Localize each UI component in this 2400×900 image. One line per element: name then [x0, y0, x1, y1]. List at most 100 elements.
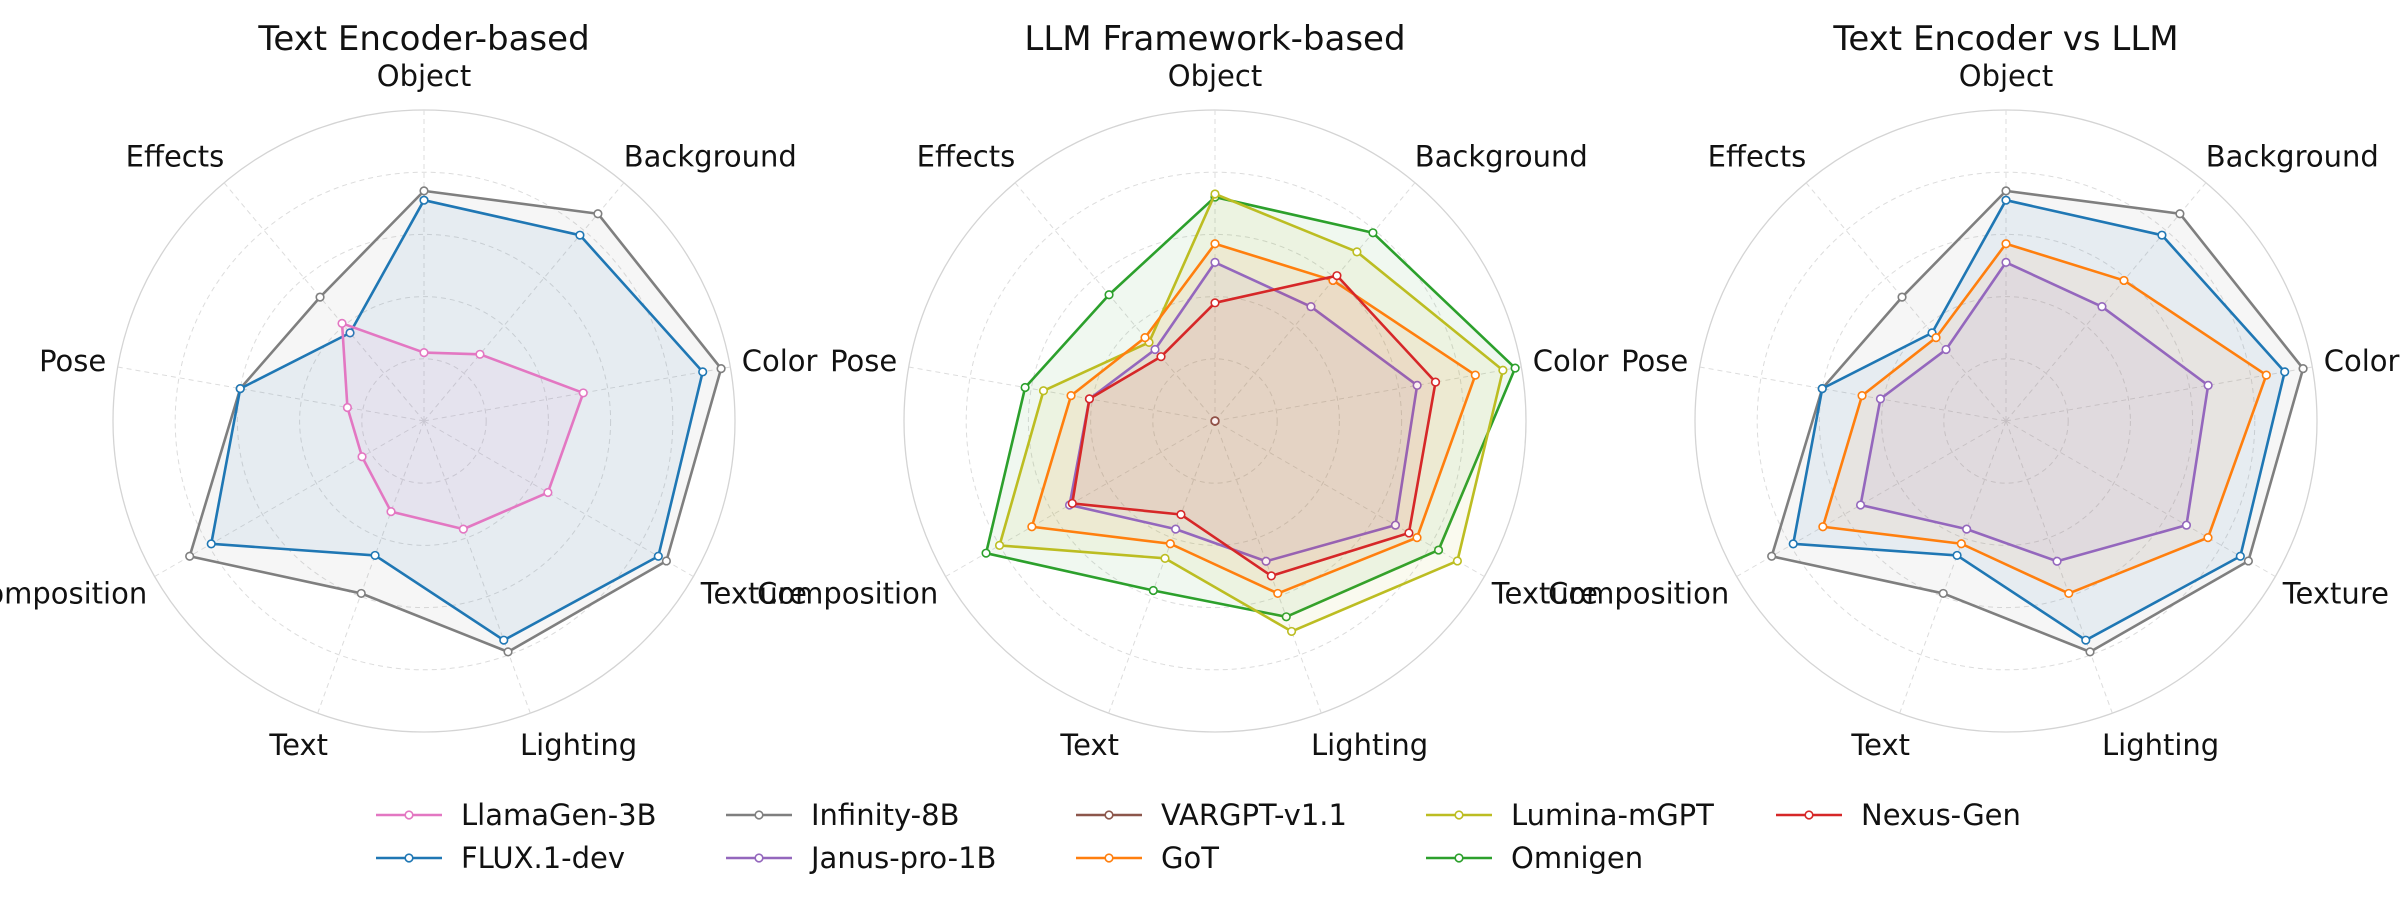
point-flux-1-dev-object — [2001, 195, 2011, 205]
point-infinity-8b-effects — [315, 292, 325, 302]
point-janus-pro-1b-background — [2097, 302, 2107, 312]
legend-entry-infinity-8b: Infinity-8B — [726, 798, 959, 832]
point-got-lighting — [1273, 588, 1283, 599]
point-infinity-8b-text — [356, 588, 366, 599]
axis-label-effects: Effects — [1708, 140, 1807, 174]
chart-legend: LlamaGen-3B FLUX.1-dev Infinity-8B Janus-pr… — [376, 798, 2021, 875]
radar-spoke — [1699, 366, 2007, 422]
legend-marker-lumina-mgpt — [1454, 810, 1464, 820]
axis-label-text: Text — [268, 728, 328, 762]
point-infinity-8b-background — [593, 209, 603, 219]
chart-title-text-encoder-based: Text Encoder-based — [257, 19, 589, 59]
chart-title-llm-framework-based: LLM Framework-based — [1024, 19, 1405, 59]
series-line-flux-1-dev — [1791, 198, 2287, 642]
point-janus-pro-1b-lighting — [2052, 556, 2062, 566]
point-omnigen-lighting — [1281, 612, 1291, 622]
series-line-llamagen-3b — [340, 322, 585, 531]
series-line-janus-pro-1b — [1068, 261, 1419, 563]
axis-label-background: Background — [2206, 140, 2379, 174]
axis-label-pose: Pose — [39, 344, 106, 378]
point-infinity-8b-composition — [185, 551, 195, 561]
point-nexus-gen-lighting — [1266, 571, 1276, 581]
series-line-omnigen — [984, 195, 1517, 619]
point-infinity-8b-object — [2001, 186, 2011, 196]
point-infinity-8b-color — [716, 364, 726, 374]
series-lumina-mgpt — [994, 189, 1508, 637]
point-lumina-mgpt-texture — [1452, 556, 1463, 566]
axis-label-background: Background — [1415, 140, 1588, 174]
point-omnigen-texture — [1433, 545, 1444, 555]
point-omnigen-background — [1368, 228, 1378, 238]
point-janus-pro-1b-texture — [1390, 520, 1401, 530]
axis-label-object: Object — [1168, 59, 1262, 93]
axis-label-color: Color — [1533, 344, 1609, 378]
legend-marker-omnigen — [1454, 853, 1464, 863]
point-janus-pro-1b-object — [1210, 257, 1220, 267]
point-llamagen-3b-composition — [357, 452, 367, 462]
point-got-color — [2261, 370, 2271, 380]
radar-ring — [1090, 296, 1340, 546]
point-janus-pro-1b-texture — [2181, 520, 2192, 530]
radar-panel-text-encoder: Object Background Color Texture Lighting Text… — [0, 19, 818, 762]
series-got — [1818, 239, 2271, 599]
legend-marker-vargpt-v1-1 — [1104, 810, 1114, 820]
axis-label-texture: Texture — [2282, 577, 2389, 611]
legend-label-nexus-gen: Nexus-Gen — [1861, 798, 2021, 832]
radar-spoke — [945, 420, 1216, 577]
series-llamagen-3b — [337, 318, 588, 534]
legend-entry-flux-1-dev: FLUX.1-dev — [376, 841, 625, 875]
legend-entry-lumina-mgpt: Lumina-mGPT — [1426, 798, 1714, 832]
axis-label-text: Text — [1059, 728, 1119, 762]
radar-spoke — [2005, 182, 2207, 422]
radar-spoke — [1736, 420, 2007, 577]
point-janus-pro-1b-effects — [1150, 344, 1160, 355]
radar-ring — [1027, 233, 1403, 609]
radar-spoke — [117, 366, 425, 422]
point-infinity-8b-composition — [1767, 551, 1777, 561]
legend-entry-vargpt-v1-1: VARGPT-v1.1 — [1076, 798, 1347, 832]
legend-label-got: GoT — [1161, 841, 1219, 875]
point-lumina-mgpt-pose — [1038, 386, 1049, 396]
radar-spoke — [1805, 182, 2007, 422]
radar-ring — [965, 171, 1465, 671]
radar-ring — [361, 358, 487, 484]
radar-ring — [1756, 171, 2256, 671]
point-nexus-gen-text — [1176, 509, 1186, 520]
series-line-got — [1821, 242, 2268, 595]
point-got-text — [1165, 539, 1175, 549]
point-got-pose — [1066, 391, 1076, 401]
point-nexus-gen-texture — [1404, 528, 1414, 538]
point-got-lighting — [2064, 588, 2074, 599]
series-janus-pro-1b — [1855, 257, 2213, 566]
legend-label-janus-pro-1b: Janus-pro-1B — [809, 841, 996, 875]
radar-spoke — [2005, 366, 2313, 422]
point-lumina-mgpt-object — [1210, 189, 1220, 199]
legend-label-llamagen-3b: LlamaGen-3B — [461, 798, 657, 832]
axis-label-color: Color — [2324, 344, 2400, 378]
point-lumina-mgpt-background — [1352, 247, 1362, 257]
radar-spoke — [154, 420, 425, 577]
point-janus-pro-1b-lighting — [1261, 556, 1271, 566]
point-nexus-gen-effects — [1156, 352, 1166, 362]
axis-label-effects: Effects — [126, 140, 225, 174]
point-flux-1-dev-background — [2157, 230, 2167, 240]
radar-spoke — [1214, 182, 1416, 422]
point-flux-1-dev-background — [575, 230, 585, 240]
point-flux-1-dev-pose — [235, 383, 245, 394]
legend-entry-nexus-gen: Nexus-Gen — [1776, 798, 2021, 832]
axis-label-composition: Composition — [0, 577, 147, 611]
radar-ring — [174, 171, 674, 671]
series-line-nexus-gen — [1070, 274, 1437, 578]
point-llamagen-3b-color — [578, 388, 588, 398]
radar-spoke — [1214, 366, 1522, 422]
legend-marker-nexus-gen — [1804, 810, 1814, 820]
point-omnigen-text — [1148, 585, 1158, 596]
point-nexus-gen-background — [1332, 271, 1342, 281]
axis-label-pose: Pose — [1621, 344, 1688, 378]
series-line-janus-pro-1b — [1859, 261, 2210, 563]
series-line-infinity-8b — [188, 189, 723, 654]
point-flux-1-dev-pose — [1817, 383, 1827, 394]
radar-spoke — [1014, 182, 1216, 422]
point-llamagen-3b-pose — [342, 402, 353, 413]
axis-label-text: Text — [1850, 728, 1910, 762]
